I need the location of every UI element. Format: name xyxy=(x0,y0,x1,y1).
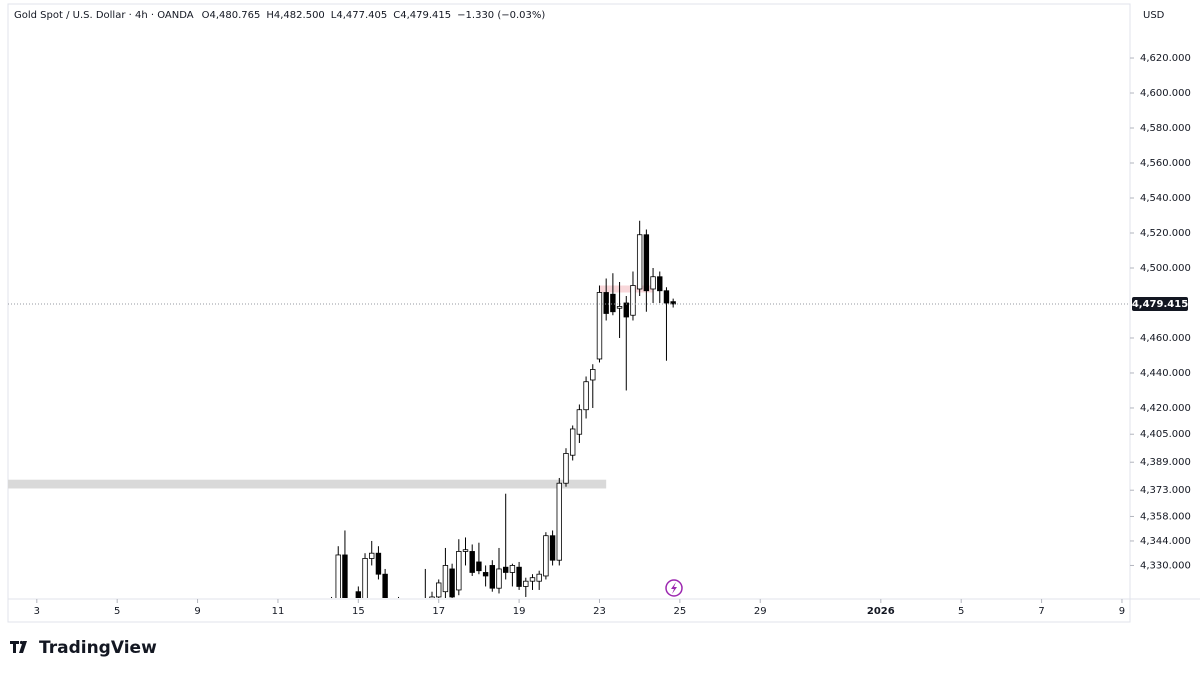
last-price-box xyxy=(1132,297,1188,312)
candle-body xyxy=(429,596,435,598)
legend-item: −1.330 (−0.03%) xyxy=(457,10,545,21)
y-tick-label: 4,420.000 xyxy=(1140,403,1191,414)
candle-body xyxy=(596,292,603,360)
candle-body xyxy=(449,568,455,598)
y-tick-label: 4,540.000 xyxy=(1140,193,1191,204)
candle-body xyxy=(362,558,368,598)
x-tick-label: 3 xyxy=(34,606,40,617)
currency-label: USD xyxy=(1143,10,1165,21)
candle-body xyxy=(563,453,569,484)
y-tick-label: 4,500.000 xyxy=(1140,263,1191,274)
candle-body xyxy=(436,582,442,598)
candle-body xyxy=(643,234,650,292)
candle-body xyxy=(603,292,609,314)
candle-body xyxy=(549,535,556,561)
y-tick-label: 4,560.000 xyxy=(1140,158,1191,169)
candles xyxy=(331,220,676,598)
candle-body xyxy=(536,573,542,582)
candle-body xyxy=(657,276,663,292)
y-tick-label: 4,440.000 xyxy=(1140,368,1191,379)
y-tick-label: 4,460.000 xyxy=(1140,333,1191,344)
candle-body xyxy=(523,580,529,587)
event-icon xyxy=(665,579,683,597)
candle-body xyxy=(650,276,656,290)
candle-body xyxy=(355,591,362,598)
x-tick-label: 7 xyxy=(1038,606,1044,617)
x-tick-label: 29 xyxy=(754,606,767,617)
x-tick-label: 25 xyxy=(673,606,686,617)
y-tick-label: 4,344.000 xyxy=(1140,536,1191,547)
y-tick-label: 4,580.000 xyxy=(1140,123,1191,134)
chart-title: Gold Spot / U.S. Dollar · 4h · OANDA xyxy=(14,10,194,21)
candle-body xyxy=(529,577,536,582)
last-price-label: 4,479.415 xyxy=(1132,299,1188,310)
x-tick-label: 2026 xyxy=(867,606,895,617)
x-tick-label: 5 xyxy=(114,606,120,617)
candle-body xyxy=(583,381,589,411)
candle-body xyxy=(342,554,348,598)
legend-item: H4,482.500 xyxy=(266,10,324,21)
candle-body xyxy=(636,234,643,290)
candle-body xyxy=(456,551,462,591)
plot-frame xyxy=(7,3,1131,623)
candle-body xyxy=(335,554,341,598)
y-tick-label: 4,600.000 xyxy=(1140,88,1191,99)
y-tick-label: 4,620.000 xyxy=(1140,53,1191,64)
candle-body xyxy=(516,566,522,587)
x-tick-label: 9 xyxy=(1119,606,1125,617)
candle-body xyxy=(469,551,475,573)
candle-body xyxy=(375,552,382,575)
x-tick-label: 17 xyxy=(432,606,445,617)
candle-body xyxy=(496,568,502,589)
ohlc-legend: O4,480.765 H4,482.500 L4,477.405 C4,479.415… xyxy=(202,10,546,21)
brand-logo: TradingView xyxy=(10,638,157,658)
y-tick-label: 4,330.000 xyxy=(1140,560,1191,571)
candle-body xyxy=(462,549,469,552)
candle-body xyxy=(610,293,616,313)
candle-body xyxy=(502,566,509,573)
candle-body xyxy=(663,290,670,304)
candle-body xyxy=(369,552,375,559)
candle-body xyxy=(590,369,596,381)
candle-body xyxy=(442,565,449,593)
y-tick-label: 4,405.000 xyxy=(1140,429,1191,440)
candle-body xyxy=(482,572,489,577)
price-zone xyxy=(8,479,607,489)
x-tick-label: 5 xyxy=(958,606,964,617)
candle-body xyxy=(616,306,623,309)
candle-body xyxy=(623,302,629,318)
candle-body xyxy=(476,561,482,572)
candle-body xyxy=(556,482,562,561)
x-tick-label: 19 xyxy=(513,606,526,617)
brand-name: TradingView xyxy=(39,638,157,658)
zones xyxy=(8,285,654,489)
legend-item: L4,477.405 xyxy=(331,10,387,21)
candle-body xyxy=(543,535,549,577)
candle-body xyxy=(630,285,636,316)
candle-body xyxy=(569,428,576,456)
legend-item: O4,480.765 xyxy=(202,10,261,21)
x-tick-label: 23 xyxy=(593,606,606,617)
candle-body xyxy=(489,565,496,589)
y-tick-label: 4,520.000 xyxy=(1140,228,1191,239)
x-tick-label: 15 xyxy=(352,606,365,617)
candle-body xyxy=(382,573,388,598)
y-tick-label: 4,373.000 xyxy=(1140,485,1191,496)
candle-body xyxy=(576,409,583,435)
price-zone xyxy=(599,285,654,293)
x-tick-label: 9 xyxy=(194,606,200,617)
candle-body xyxy=(509,565,516,573)
y-tick-label: 4,389.000 xyxy=(1140,457,1191,468)
candle-body xyxy=(670,301,676,305)
x-tick-label: 11 xyxy=(272,606,285,617)
y-tick-label: 4,358.000 xyxy=(1140,511,1191,522)
legend-item: C4,479.415 xyxy=(393,10,451,21)
